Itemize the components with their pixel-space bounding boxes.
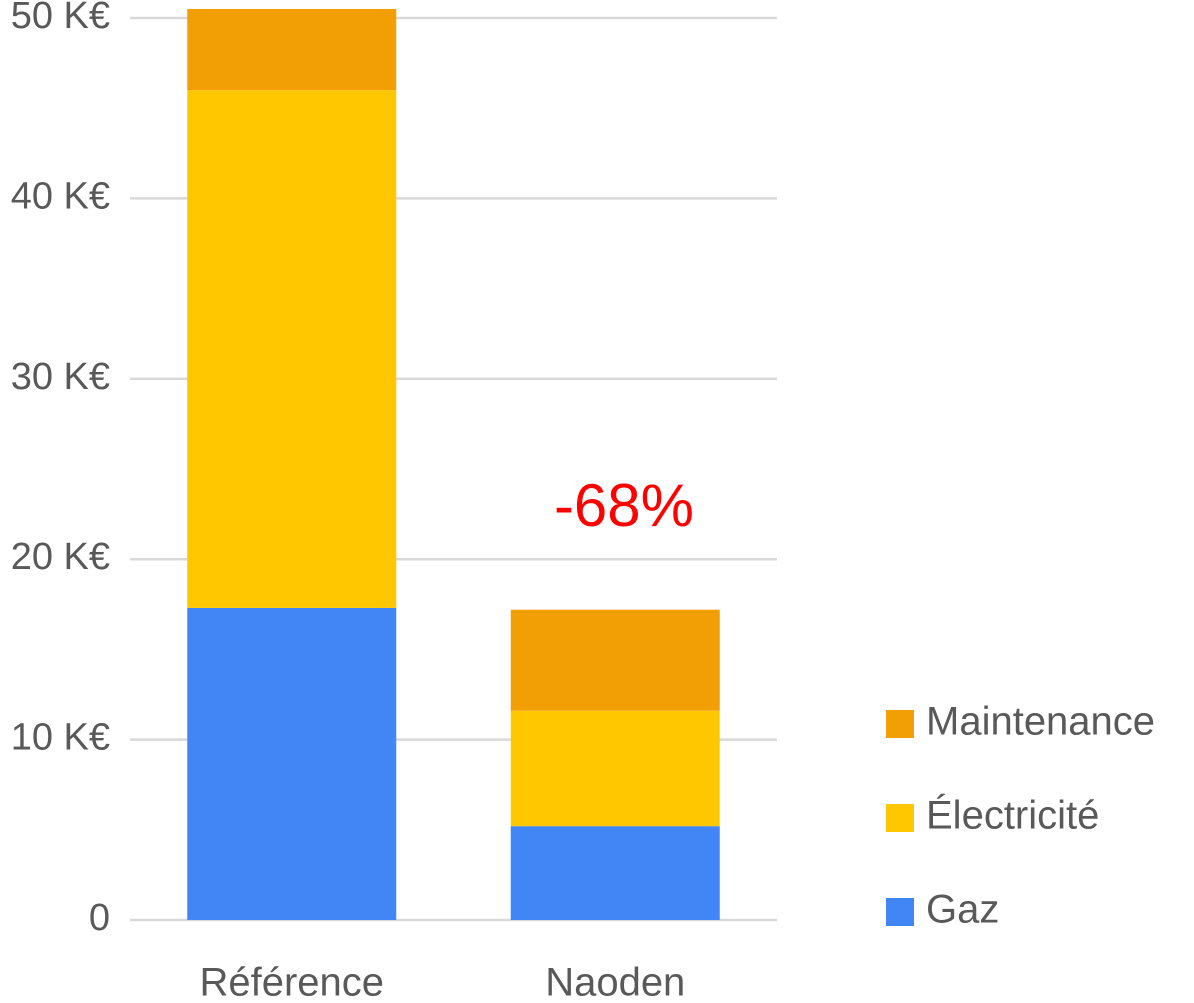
x-tick-label: Référence — [199, 961, 384, 1003]
bar-segment — [187, 90, 397, 608]
bar-segment — [510, 826, 720, 920]
bar-segment — [510, 710, 720, 827]
y-tick-label: 20 K€ — [11, 536, 110, 578]
legend-label: Électricité — [926, 793, 1099, 838]
bar-segment — [510, 609, 720, 711]
legend-swatch — [886, 804, 914, 832]
annotation: -68% — [554, 472, 694, 539]
bar-segment — [187, 607, 397, 920]
legend-swatch — [886, 710, 914, 738]
legend-label: Maintenance — [926, 700, 1155, 744]
y-tick-label: 10 K€ — [11, 717, 110, 759]
legend-label: Gaz — [926, 888, 999, 932]
bar-segment — [187, 8, 397, 91]
y-tick-label: 0 — [89, 897, 110, 939]
y-tick-label: 40 K€ — [11, 175, 110, 217]
x-tick-label: Naoden — [545, 961, 685, 1003]
y-tick-label: 50 K€ — [11, 0, 110, 37]
y-tick-label: 30 K€ — [11, 356, 110, 398]
legend-swatch — [886, 898, 914, 926]
